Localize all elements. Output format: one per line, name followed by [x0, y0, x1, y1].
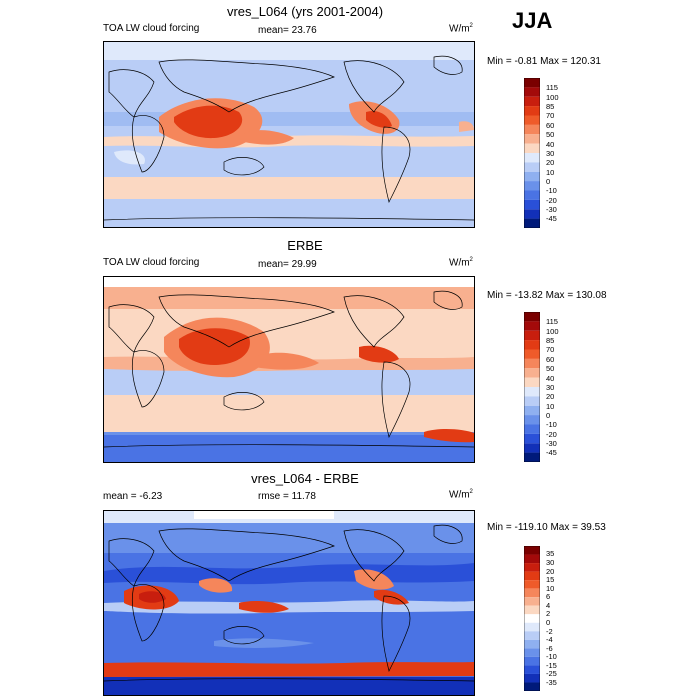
- rmse-label: rmse = 11.78: [258, 491, 316, 502]
- colorbar-tick: -6: [546, 644, 553, 653]
- colorbar-tick: 115: [546, 317, 558, 326]
- colorbar-tick: -30: [546, 439, 557, 448]
- mean-label: mean = -6.23: [103, 491, 163, 502]
- colorbar-tick: -20: [546, 196, 557, 205]
- panel-title: vres_L064 (yrs 2001-2004): [226, 4, 384, 19]
- colorbar-tick: -4: [546, 635, 553, 644]
- variable-label: TOA LW cloud forcing: [103, 23, 200, 34]
- colorbar-tick: 10: [546, 584, 555, 593]
- colorbar-tick: 30: [546, 383, 555, 392]
- colorbar-model: [524, 78, 540, 228]
- colorbar-tick: 2: [546, 609, 551, 618]
- colorbar-tick: 30: [546, 149, 555, 158]
- map-model: [103, 41, 475, 228]
- colorbar-tick: -45: [546, 448, 557, 457]
- colorbar-tick: -10: [546, 420, 557, 429]
- map-diff: [103, 510, 475, 696]
- colorbar-tick: 100: [546, 93, 559, 102]
- colorbar-diff: [524, 546, 540, 691]
- units-label: W/m2: [449, 489, 473, 501]
- colorbar-tick: 85: [546, 102, 555, 111]
- colorbar-tick: 100: [546, 327, 559, 336]
- colorbar-tick: 70: [546, 345, 555, 354]
- colorbar-tick: 20: [546, 158, 555, 167]
- minmax-label: Min = -13.82 Max = 130.08: [487, 290, 607, 301]
- colorbar-tick: 20: [546, 392, 555, 401]
- colorbar-tick: 0: [546, 411, 551, 420]
- colorbar-tick: 115: [546, 83, 558, 92]
- variable-label: TOA LW cloud forcing: [103, 257, 200, 268]
- colorbar-tick: 10: [546, 168, 555, 177]
- colorbar-tick: -15: [546, 661, 557, 670]
- colorbar-tick: 10: [546, 402, 555, 411]
- units-label: W/m2: [449, 257, 473, 269]
- colorbar-tick: -10: [546, 652, 557, 661]
- colorbar-tick: 50: [546, 364, 555, 373]
- colorbar-tick: 0: [546, 618, 551, 627]
- colorbar-tick: -10: [546, 186, 557, 195]
- colorbar-tick: 50: [546, 130, 555, 139]
- colorbar-tick: 20: [546, 567, 555, 576]
- colorbar-tick: 30: [546, 558, 555, 567]
- colorbar-tick: 15: [546, 575, 555, 584]
- colorbar-tick: 4: [546, 601, 551, 610]
- panel-title: ERBE: [287, 238, 323, 253]
- colorbar-tick: -25: [546, 669, 557, 678]
- colorbar-tick: 6: [546, 592, 551, 601]
- units-label: W/m2: [449, 23, 473, 35]
- colorbar-tick: -2: [546, 627, 553, 636]
- colorbar-tick: 40: [546, 374, 555, 383]
- minmax-label: Min = -0.81 Max = 120.31: [487, 56, 601, 67]
- colorbar-tick: 60: [546, 355, 555, 364]
- colorbar-tick: -45: [546, 214, 557, 223]
- colorbar-tick: 40: [546, 140, 555, 149]
- colorbar-tick: -35: [546, 678, 557, 687]
- colorbar-obs: [524, 312, 540, 462]
- map-obs: [103, 276, 475, 463]
- colorbar-tick: 70: [546, 111, 555, 120]
- minmax-label: Min = -119.10 Max = 39.53: [487, 522, 606, 533]
- colorbar-tick: -30: [546, 205, 557, 214]
- colorbar-tick: 0: [546, 177, 551, 186]
- colorbar-tick: -20: [546, 430, 557, 439]
- panel-title: vres_L064 - ERBE: [251, 471, 359, 486]
- season-label: JJA: [512, 8, 553, 33]
- colorbar-tick: 85: [546, 336, 555, 345]
- colorbar-tick: 35: [546, 549, 555, 558]
- mean-label: mean= 29.99: [258, 259, 317, 270]
- mean-label: mean= 23.76: [258, 25, 317, 36]
- colorbar-tick: 60: [546, 121, 555, 130]
